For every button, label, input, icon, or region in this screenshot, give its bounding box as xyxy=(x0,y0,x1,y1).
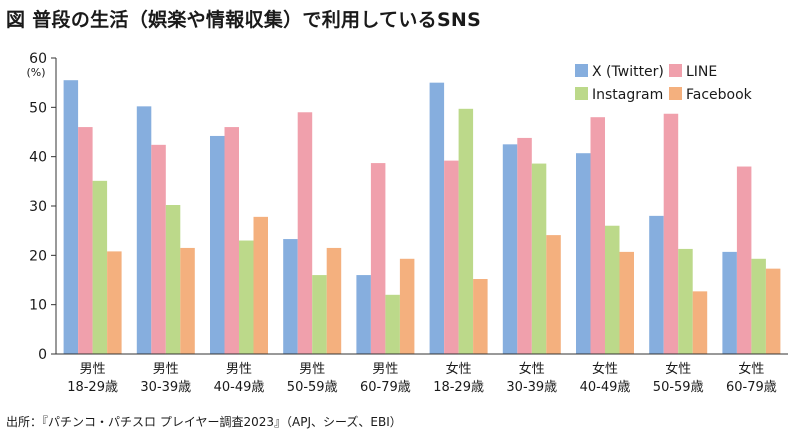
bar-line-3 xyxy=(297,112,313,355)
legend-label-facebook: Facebook xyxy=(686,87,753,103)
category-label-gender: 女性 xyxy=(665,361,691,377)
bar-line-5 xyxy=(444,160,459,354)
bar-facebook-0 xyxy=(107,251,122,354)
bar-line-6 xyxy=(517,137,532,354)
category-label-age: 40-49歳 xyxy=(214,380,265,395)
y-tick-label: 20 xyxy=(29,248,47,264)
bar-line-8 xyxy=(663,113,679,354)
bar-facebook-2 xyxy=(253,216,268,354)
bar-facebook-8 xyxy=(692,291,708,354)
bar-facebook-5 xyxy=(473,279,488,354)
legend-label-line: LINE xyxy=(686,64,717,80)
y-tick-label: 40 xyxy=(29,150,47,166)
category-label-gender: 男性 xyxy=(80,362,106,377)
y-axis-ticks: 0 10 20 30 40 50 60(%) xyxy=(26,51,56,363)
bar-line-9 xyxy=(736,166,752,354)
bar-facebook-3 xyxy=(326,247,342,354)
legend-swatch-x-twitter xyxy=(575,64,588,77)
bar-instagram-0 xyxy=(92,180,108,354)
category-label-gender: 女性 xyxy=(446,361,472,377)
y-tick-label: 0 xyxy=(38,347,47,363)
bar-facebook-6 xyxy=(546,235,561,354)
bar-x-twitter-4 xyxy=(356,275,371,354)
y-tick-label: 30 xyxy=(29,199,47,215)
bar-instagram-9 xyxy=(751,258,766,354)
y-axis-unit: (%) xyxy=(26,66,45,79)
category-label-age: 60-79歳 xyxy=(360,380,411,395)
category-label-age: 18-29歳 xyxy=(67,380,118,395)
bar-facebook-1 xyxy=(180,247,195,354)
chart-title: 図 普段の生活（娯楽や情報収集）で利用しているSNS xyxy=(6,9,482,31)
category-label-gender: 女性 xyxy=(592,361,618,377)
legend-label-instagram: Instagram xyxy=(592,87,663,103)
bar-x-twitter-7 xyxy=(576,153,591,354)
category-label-gender: 男性 xyxy=(226,362,252,377)
bar-line-4 xyxy=(370,163,386,354)
legend-swatch-facebook xyxy=(669,87,682,100)
legend-label-x-twitter: X (Twitter) xyxy=(592,64,664,80)
bar-instagram-4 xyxy=(385,294,400,354)
category-label-age: 30-39歳 xyxy=(140,380,191,395)
bar-instagram-1 xyxy=(165,205,181,354)
category-label-age: 50-59歳 xyxy=(287,380,338,395)
bar-group xyxy=(63,80,781,355)
bar-facebook-9 xyxy=(765,268,781,354)
category-label-gender: 男性 xyxy=(153,362,179,377)
bar-line-2 xyxy=(224,127,239,354)
bar-line-1 xyxy=(151,144,166,354)
bar-instagram-5 xyxy=(458,108,474,354)
bar-x-twitter-8 xyxy=(649,215,664,354)
bar-instagram-3 xyxy=(312,275,327,354)
bar-x-twitter-9 xyxy=(722,251,737,354)
category-label-age: 40-49歳 xyxy=(580,380,631,395)
bar-instagram-2 xyxy=(239,240,254,354)
y-tick-label: 50 xyxy=(29,100,47,116)
category-label-gender: 女性 xyxy=(519,361,545,377)
category-label-age: 60-79歳 xyxy=(726,380,777,395)
legend-swatch-line xyxy=(669,64,682,77)
category-label-gender: 男性 xyxy=(299,362,325,377)
legend-swatch-instagram xyxy=(575,87,588,100)
category-label-gender: 女性 xyxy=(738,361,764,377)
y-tick-label: 60 xyxy=(29,51,47,67)
category-label-age: 30-39歳 xyxy=(506,380,557,395)
bar-x-twitter-5 xyxy=(429,82,445,355)
bar-instagram-7 xyxy=(605,225,620,354)
bar-x-twitter-0 xyxy=(63,80,79,354)
bar-facebook-4 xyxy=(399,258,415,354)
bar-x-twitter-1 xyxy=(136,106,152,354)
category-label-gender: 男性 xyxy=(372,362,398,377)
bar-line-7 xyxy=(590,117,605,354)
category-label-age: 18-29歳 xyxy=(433,380,484,395)
bar-line-0 xyxy=(78,127,93,354)
legend: X (Twitter) LINE Instagram Facebook xyxy=(575,64,753,103)
bar-x-twitter-3 xyxy=(283,239,298,354)
x-axis-category-labels: 男性18-29歳男性30-39歳男性40-49歳男性50-59歳男性60-79歳… xyxy=(67,361,777,395)
bar-facebook-7 xyxy=(619,251,634,354)
category-label-age: 50-59歳 xyxy=(653,380,704,395)
bar-x-twitter-6 xyxy=(502,144,518,354)
source-note: 出所：『パチンコ・パチスロ プレイヤー調査2023』（APJ、シーズ、EBI） xyxy=(6,415,402,429)
bar-instagram-8 xyxy=(678,248,693,354)
y-tick-label: 10 xyxy=(29,298,47,314)
bar-instagram-6 xyxy=(531,163,547,354)
bar-x-twitter-2 xyxy=(210,135,225,354)
